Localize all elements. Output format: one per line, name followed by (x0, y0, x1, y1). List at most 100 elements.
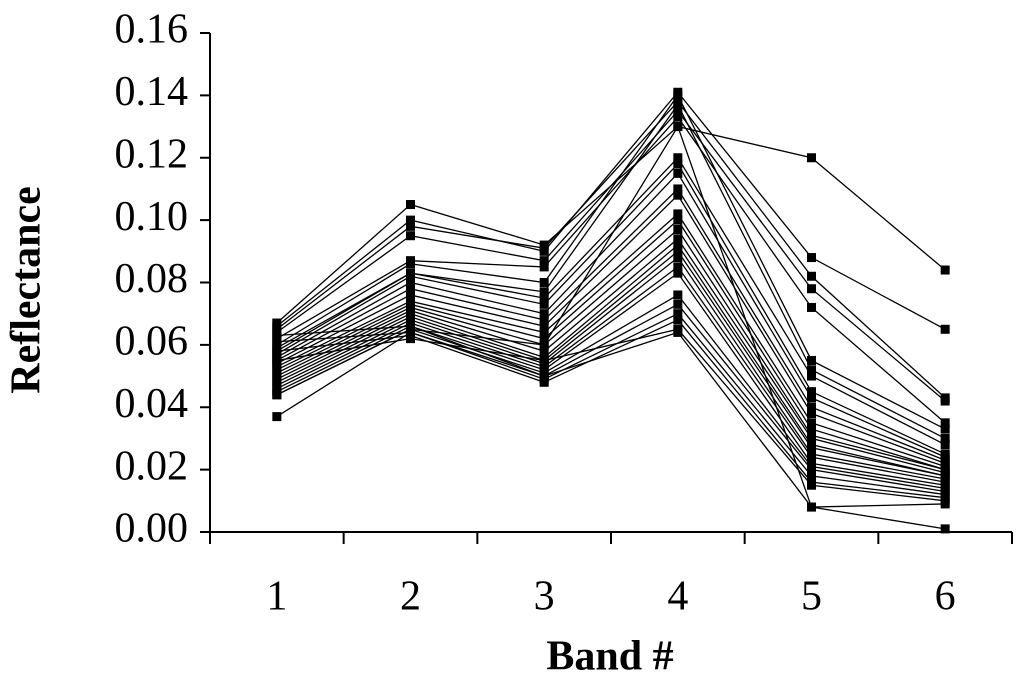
marker (673, 215, 683, 225)
marker (272, 346, 282, 356)
marker (406, 271, 415, 281)
marker (539, 315, 549, 325)
marker (807, 443, 816, 453)
marker (807, 433, 816, 443)
series-line (276, 303, 946, 493)
marker (673, 315, 683, 325)
marker (539, 327, 549, 337)
series-line (276, 162, 946, 455)
marker (940, 265, 950, 275)
series-line (276, 312, 946, 496)
marker (807, 284, 816, 294)
marker (539, 355, 549, 365)
marker (673, 106, 683, 116)
marker (406, 221, 415, 231)
marker (940, 396, 950, 406)
marker (807, 253, 816, 263)
marker (673, 122, 683, 132)
series-line (276, 109, 946, 402)
marker (807, 424, 816, 434)
marker (940, 418, 950, 428)
marker (673, 90, 683, 100)
marker (673, 268, 683, 278)
marker (539, 243, 549, 253)
marker (807, 393, 816, 403)
marker (406, 215, 415, 225)
marker (673, 262, 683, 272)
marker (940, 424, 950, 434)
marker (272, 355, 282, 365)
marker (539, 346, 549, 356)
marker (673, 234, 683, 244)
marker (406, 278, 415, 287)
marker (940, 499, 950, 509)
y-axis-label: Reflectance (4, 186, 50, 394)
x-tick-label: 4 (667, 574, 688, 620)
series-line (276, 125, 946, 324)
marker (940, 433, 950, 443)
x-tick-label: 1 (266, 574, 287, 620)
marker (673, 209, 683, 219)
y-tick-label: 0.08 (115, 256, 189, 302)
marker (539, 262, 549, 272)
series-line (276, 125, 946, 508)
marker (406, 334, 415, 344)
marker (807, 452, 816, 462)
series-line (276, 256, 946, 480)
y-tick-label: 0.00 (115, 506, 189, 552)
marker (673, 290, 683, 300)
marker (673, 153, 683, 163)
series-line (276, 228, 946, 471)
marker (272, 412, 282, 422)
x-tick-label: 2 (400, 574, 421, 620)
marker (539, 334, 549, 344)
y-tick-label: 0.10 (115, 194, 189, 240)
marker (807, 387, 816, 397)
marker (940, 524, 950, 534)
series-line (276, 219, 946, 471)
marker (673, 246, 683, 256)
series-line (276, 156, 946, 446)
marker (406, 231, 415, 241)
series-line (276, 91, 946, 330)
series-line (276, 212, 946, 468)
marker (807, 153, 816, 163)
marker (807, 371, 816, 381)
marker (807, 418, 816, 428)
marker (539, 340, 549, 350)
marker (940, 440, 950, 450)
marker (807, 355, 816, 365)
marker (807, 365, 816, 375)
x-tick-label: 6 (935, 574, 956, 620)
marker (673, 112, 683, 122)
series-line (276, 100, 946, 399)
marker (406, 324, 415, 334)
y-tick-label: 0.02 (115, 443, 189, 489)
marker (673, 309, 683, 319)
marker (406, 200, 415, 210)
marker (807, 408, 816, 418)
marker (807, 402, 816, 412)
y-tick-label: 0.14 (115, 69, 189, 115)
marker (406, 290, 415, 300)
x-tick-label: 3 (534, 574, 555, 620)
marker (940, 324, 950, 334)
series-line (276, 172, 946, 458)
series-line (276, 328, 946, 502)
marker (807, 465, 816, 475)
marker (807, 271, 816, 281)
marker (539, 321, 549, 331)
marker (673, 240, 683, 250)
marker (539, 287, 549, 297)
marker (673, 190, 683, 200)
marker (272, 331, 282, 341)
marker (673, 299, 683, 309)
series-line (276, 272, 946, 486)
series-line (276, 319, 946, 499)
y-tick-label: 0.12 (115, 131, 189, 177)
marker (807, 302, 816, 312)
marker (272, 337, 282, 347)
marker (539, 309, 549, 319)
x-axis-label: Band # (546, 634, 673, 680)
